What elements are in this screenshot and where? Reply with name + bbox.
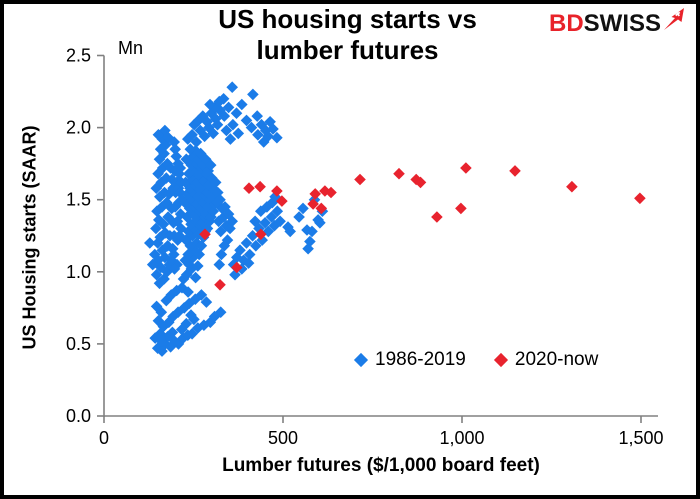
y-tick-label: 0.0 (66, 406, 91, 426)
data-point-2020-now (509, 165, 521, 177)
legend-label: 1986-2019 (375, 349, 466, 370)
data-point-2020-now (460, 162, 472, 174)
data-point-2020-now (254, 180, 266, 193)
logo-text-swiss: SWISS (583, 10, 661, 37)
chart-title: US housing starts vs lumber futures (180, 4, 515, 66)
x-tick-label: 1,000 (439, 428, 484, 448)
y-tick-label: 0.5 (66, 334, 91, 354)
data-point-1986-2019 (236, 98, 248, 111)
logo-text-bd: BD (548, 10, 584, 37)
bdswiss-logo: BD SWISS (548, 7, 686, 38)
x-axis-title: Lumber futures ($/1,000 board feet) (222, 455, 540, 476)
chart-legend: 1986-2019 2020-now (353, 349, 599, 371)
blue-diamond-icon (353, 352, 369, 368)
data-point-2020-now (354, 173, 366, 186)
data-point-1986-2019 (213, 258, 226, 271)
y-axis-unit-label: Mn (118, 38, 144, 58)
y-tick-label: 1.0 (66, 262, 91, 282)
x-tick-label: 500 (268, 428, 298, 448)
legend-item-2020-now: 2020-now (493, 349, 599, 371)
data-point-1986-2019 (215, 248, 228, 261)
swiss-arrow-icon (661, 7, 686, 37)
data-point-2020-now (243, 182, 255, 194)
y-tick-label: 1.5 (66, 190, 91, 210)
y-tick-label: 2.5 (66, 46, 91, 66)
x-tick-label: 0 (99, 428, 109, 448)
data-point-2020-now (455, 202, 467, 215)
data-point-2020-now (431, 211, 443, 223)
legend-item-1986-2019: 1986-2019 (353, 349, 466, 371)
data-point-2020-now (214, 279, 226, 291)
data-point-2020-now (393, 167, 405, 180)
data-point-1986-2019 (247, 88, 259, 101)
data-point-2020-now (566, 180, 578, 193)
chart-title-line1: US housing starts vs (218, 4, 477, 34)
data-point-2020-now (634, 192, 646, 205)
y-tick-label: 2.0 (66, 118, 91, 138)
legend-label: 2020-now (514, 349, 599, 370)
y-axis-title: US Housing starts (SAAR) (19, 125, 40, 350)
x-tick-label: 1,500 (618, 428, 663, 448)
red-diamond-icon (493, 352, 508, 368)
chart-title-line2: lumber futures (256, 35, 439, 65)
data-point-1986-2019 (226, 81, 238, 93)
data-point-1986-2019 (144, 237, 156, 249)
